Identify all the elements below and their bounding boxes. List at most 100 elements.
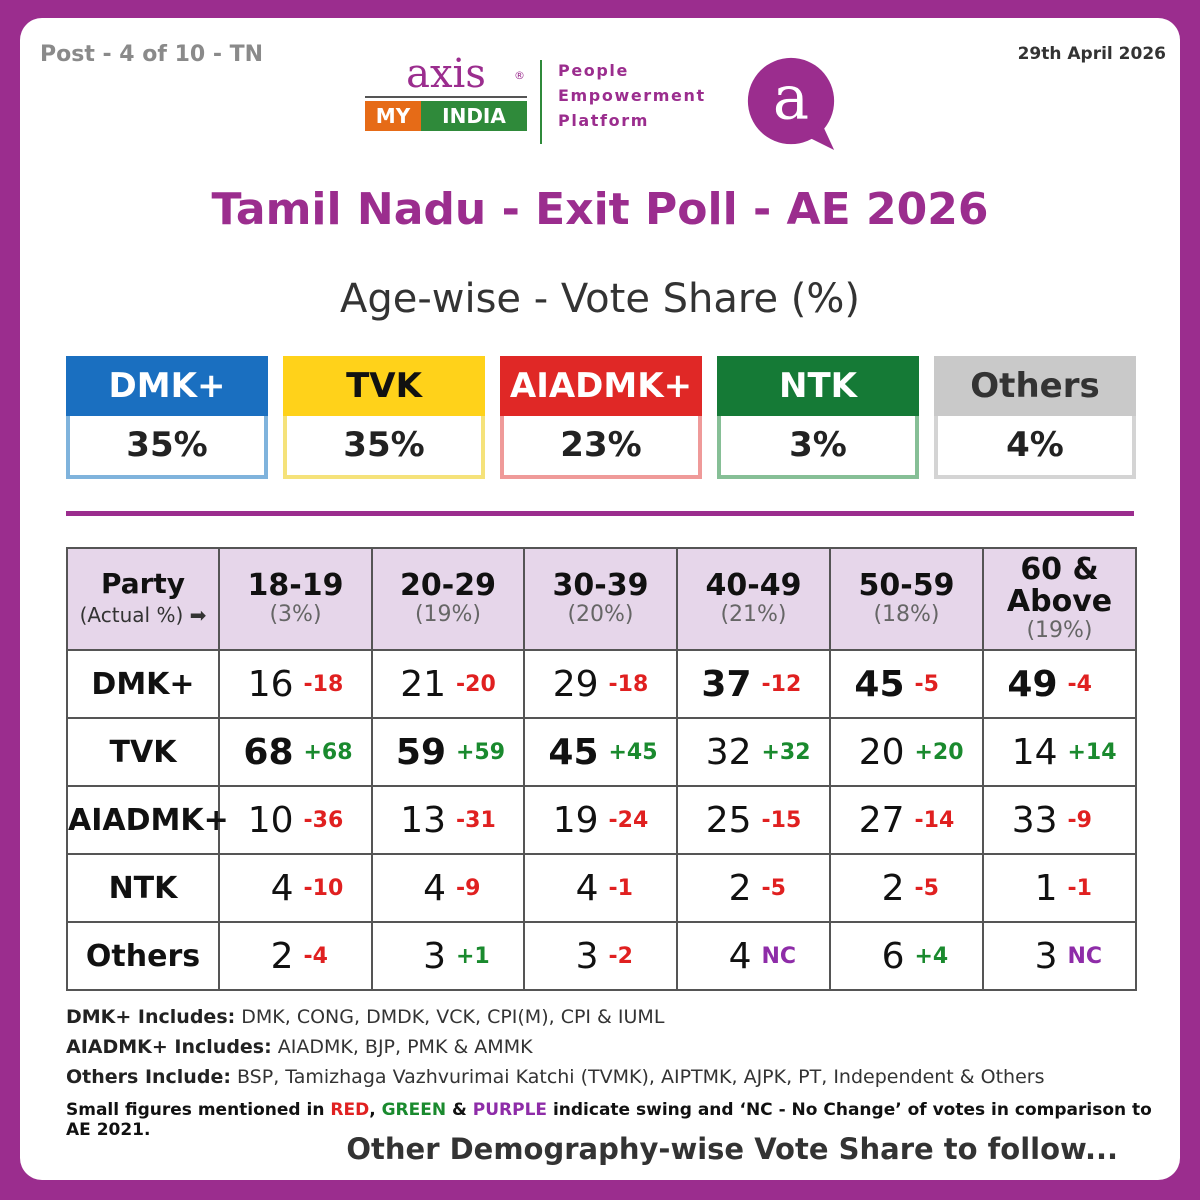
vote-share-cell: 6 +4 <box>829 921 984 991</box>
legend-amp: & <box>446 1100 473 1120</box>
age-group-label: 40-49 <box>705 568 802 603</box>
vote-share-value: 32 <box>705 731 752 773</box>
table-row: NTK 4 -10 4 -9 4 -1 2 -5 2 -5 1 -1 <box>66 853 1137 923</box>
swing-value: -15 <box>761 807 802 833</box>
party-summary-share: 4% <box>934 416 1136 479</box>
legend-red: RED <box>330 1100 370 1120</box>
swing-value: -1 <box>608 875 633 901</box>
swing-value: -4 <box>1067 671 1092 697</box>
actual-header-text: (Actual %) <box>79 603 184 627</box>
note-others: Others Include: BSP, Tamizhaga Vazhvurim… <box>66 1062 1045 1092</box>
vote-share-value: 2 <box>881 867 905 909</box>
vote-share-cell: 29 -18 <box>523 649 678 719</box>
separator-line <box>66 511 1134 516</box>
vote-share-value: 37 <box>701 663 752 705</box>
speech-bubble-a-icon: a <box>747 57 835 151</box>
legend-green: GREEN <box>381 1100 447 1120</box>
axis-word: axis <box>406 51 486 97</box>
vote-share-value: 16 <box>247 663 294 705</box>
age-group-header: 20-29 (19%) <box>371 547 525 651</box>
vote-share-value: 29 <box>552 663 599 705</box>
swing-value: +59 <box>456 739 506 765</box>
row-party-label: Others <box>66 921 220 991</box>
note-aiadmk: AIADMK+ Includes: AIADMK, BJP, PMK & AMM… <box>66 1032 1045 1062</box>
note-text: AIADMK, BJP, PMK & AMMK <box>271 1036 533 1058</box>
table-row: Others 2 -4 3 +1 3 -2 4 NC 6 +4 3 NC <box>66 921 1137 991</box>
vote-share-cell: 68 +68 <box>218 717 373 787</box>
vote-share-cell: 27 -14 <box>829 785 984 855</box>
party-summary-share: 35% <box>66 416 268 479</box>
swing-value: +4 <box>914 943 949 969</box>
vote-share-cell: 4 -1 <box>523 853 678 923</box>
swing-value: -18 <box>608 671 649 697</box>
party-summary-name: DMK+ <box>66 356 268 416</box>
party-summary-name: TVK <box>283 356 485 416</box>
row-party-label: NTK <box>66 853 220 923</box>
swing-legend-note: Small figures mentioned in RED, GREEN & … <box>66 1100 1180 1140</box>
footer-follow: Other Demography-wise Vote Share to foll… <box>346 1132 1118 1166</box>
note-label: DMK+ Includes: <box>66 1006 236 1028</box>
swing-value: -5 <box>914 671 939 697</box>
tagline-line-1: People <box>558 61 629 80</box>
age-group-header: 40-49 (21%) <box>676 547 831 651</box>
party-summary-box: AIADMK+ 23% <box>500 356 702 482</box>
swing-value: -31 <box>456 807 496 833</box>
note-label: Others Include: <box>66 1066 231 1088</box>
actual-header-label: (Actual %) ➡ <box>68 600 218 630</box>
vote-share-cell: 21 -20 <box>371 649 525 719</box>
age-group-share: (19%) <box>414 602 482 627</box>
vote-share-cell: 45 -5 <box>829 649 984 719</box>
row-party-label: TVK <box>66 717 220 787</box>
party-summary-name: NTK <box>717 356 919 416</box>
swing-value: -5 <box>761 875 786 901</box>
swing-value: -2 <box>608 943 633 969</box>
swing-value: NC <box>1067 943 1103 969</box>
vote-share-cell: 3 -2 <box>523 921 678 991</box>
swing-value: +20 <box>914 739 964 765</box>
swing-value: +1 <box>456 943 490 969</box>
table-body: DMK+ 16 -18 21 -20 29 -18 37 -12 45 -5 49 -4 TVK 68 +68… <box>66 649 1137 991</box>
party-summary-box: TVK 35% <box>283 356 485 482</box>
vote-share-value: 45 <box>548 731 599 773</box>
age-group-label: 30-39 <box>552 568 649 603</box>
swing-value: -9 <box>1067 807 1092 833</box>
vote-share-value: 33 <box>1011 799 1058 841</box>
coalition-notes: DMK+ Includes: DMK, CONG, DMDK, VCK, CPI… <box>66 1002 1045 1092</box>
vote-share-value: 3 <box>1034 935 1058 977</box>
party-summary-box: NTK 3% <box>717 356 919 482</box>
note-label: AIADMK+ Includes: <box>66 1036 272 1058</box>
brand-mark-letter: a <box>773 64 809 134</box>
tagline-line-2: Empowerment <box>558 86 706 105</box>
logo-rule <box>365 96 527 98</box>
post-tag: Post - 4 of 10 - TN <box>40 42 264 67</box>
age-wise-table: Party (Actual %) ➡ 18-19 (3%) 20-29 (19%) 30… <box>66 547 1137 991</box>
row-party-label: AIADMK+ <box>66 785 229 855</box>
sub-title: Age-wise - Vote Share (%) <box>339 276 861 322</box>
vote-share-cell: 32 +32 <box>676 717 831 787</box>
swing-value: NC <box>761 943 797 969</box>
vote-share-value: 4 <box>575 867 599 909</box>
vote-share-cell: 3 NC <box>982 921 1137 991</box>
age-group-share: (19%) <box>1026 618 1093 643</box>
vote-share-cell: 33 -9 <box>982 785 1137 855</box>
age-group-label: 18-19 <box>247 568 344 603</box>
axis-my-india-logo: axis ® MY INDIA <box>365 54 527 131</box>
axis-wordmark: axis ® <box>365 54 527 94</box>
logo-india: INDIA <box>421 101 527 131</box>
arrow-right-icon: ➡ <box>189 603 207 627</box>
age-group-label: 20-29 <box>400 568 496 603</box>
vote-share-cell: 14 +14 <box>982 717 1137 787</box>
vote-share-value: 1 <box>1034 867 1058 909</box>
party-summary-name: AIADMK+ <box>500 356 702 416</box>
legend-suffix: indicate swing and ‘NC - No Change’ of v… <box>66 1100 1152 1140</box>
swing-value: +45 <box>608 739 658 765</box>
vote-share-cell: 2 -5 <box>676 853 831 923</box>
vote-share-value: 6 <box>881 935 905 977</box>
vote-share-value: 59 <box>395 731 446 773</box>
swing-value: -24 <box>608 807 649 833</box>
my-india-band: MY INDIA <box>365 101 527 131</box>
vote-share-cell: 10 -36 <box>218 785 373 855</box>
vote-share-value: 4 <box>270 867 294 909</box>
legend-purple: PURPLE <box>472 1100 548 1120</box>
swing-value: -5 <box>914 875 939 901</box>
